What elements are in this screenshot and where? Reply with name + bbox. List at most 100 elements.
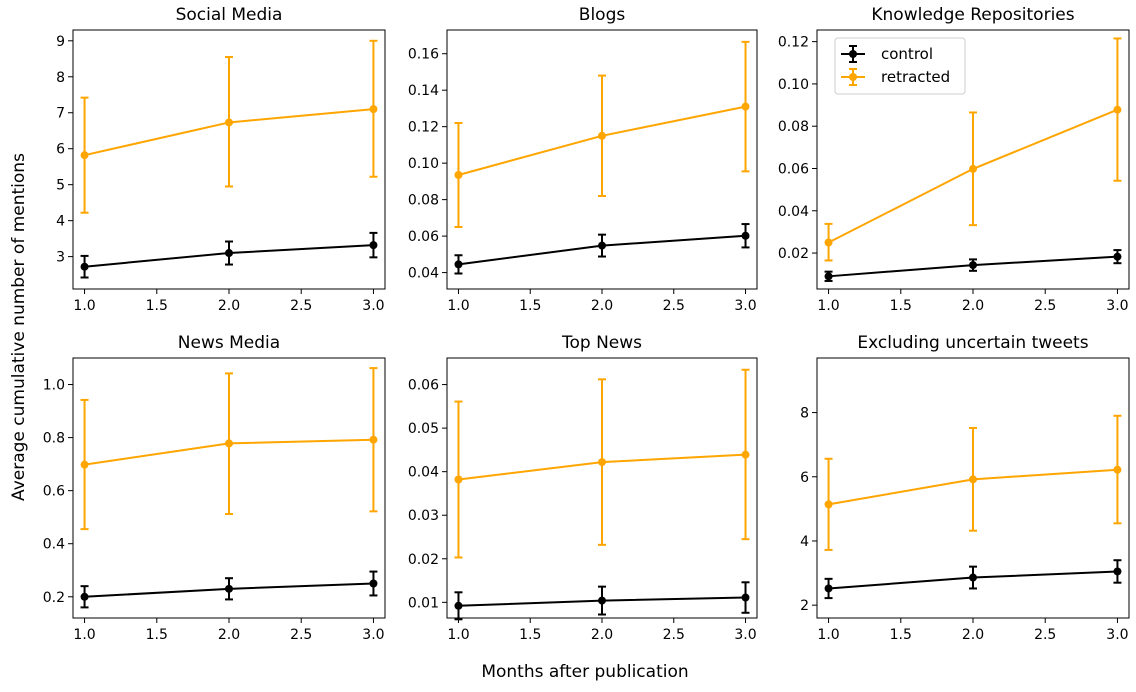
panel-5: Top News 1.0 1.5 2.0 2.5 3.0 0.01 0.02 0.03 0.04 0… [408, 333, 758, 643]
y-tick-label: 0.04 [408, 465, 439, 481]
x-tick-label: 2.5 [1034, 627, 1056, 643]
retracted-point [80, 460, 89, 469]
control-point [225, 249, 233, 258]
x-tick-label: 3.0 [734, 627, 756, 643]
y-tick-label: 0.08 [408, 193, 439, 209]
legend: control retracted [834, 37, 966, 95]
x-tick-label: 3.0 [1106, 627, 1128, 643]
legend-box [834, 37, 966, 95]
y-tick-label: 0.14 [408, 83, 439, 99]
retracted-point [225, 439, 233, 448]
panel-title: News Media [178, 333, 280, 353]
panel-title: Top News [561, 333, 642, 353]
x-tick-label: 1.0 [73, 627, 95, 643]
control-point [969, 261, 977, 270]
x-tick-label: 3.0 [362, 298, 384, 314]
plot-frame [816, 357, 1130, 619]
y-tick-label: 0.6 [43, 484, 65, 500]
y-tick-label: 0.2 [43, 590, 65, 606]
x-tick-label: 2.5 [663, 298, 685, 314]
y-tick-label: 4 [56, 214, 65, 230]
y-tick-label: 9 [56, 34, 65, 50]
y-tick-label: 0.06 [408, 229, 439, 245]
x-tick-label: 1.0 [817, 627, 839, 643]
x-tick-label: 1.5 [890, 298, 912, 314]
retracted-point [1113, 465, 1122, 474]
panel-title: Knowledge Repositories [871, 5, 1074, 25]
panel-6: Excluding uncertain tweets 1.0 1.5 2.0 2.5 3.… [800, 333, 1130, 643]
y-tick-label: 0.12 [408, 120, 439, 136]
retracted-point [454, 171, 463, 180]
panel-4: News Media 1.0 1.5 2.0 2.5 3.0 0.2 0.4 0.6 0.8 1.0 [43, 333, 386, 643]
control-point [225, 584, 233, 593]
legend-label-control: control [881, 45, 933, 63]
x-tick-label: 2.0 [591, 627, 613, 643]
y-tick-label: 0.05 [408, 421, 439, 437]
y-tick-label: 0.04 [778, 204, 809, 220]
control-point [369, 579, 378, 588]
x-tick-label: 3.0 [734, 298, 756, 314]
x-tick-label: 2.0 [591, 298, 613, 314]
control-point [598, 596, 606, 605]
legend-label-retracted: retracted [881, 68, 950, 86]
x-tick-label: 1.0 [447, 298, 469, 314]
figure-y-axis-label: Average cumulative number of mentions [9, 153, 29, 501]
control-point [80, 262, 89, 271]
x-tick-label: 1.5 [519, 627, 541, 643]
y-tick-label: 4 [800, 534, 809, 550]
retracted-point [741, 102, 750, 111]
retracted-point [369, 105, 378, 114]
y-tick-label: 7 [56, 106, 65, 122]
y-tick-label: 6 [800, 470, 809, 486]
x-tick-label: 1.0 [447, 627, 469, 643]
plot-frame [446, 29, 758, 290]
control-point [824, 584, 833, 593]
y-tick-label: 0.10 [778, 77, 809, 93]
control-point [454, 260, 463, 269]
x-tick-label: 2.5 [663, 627, 685, 643]
x-tick-label: 1.5 [146, 627, 168, 643]
control-point [824, 272, 833, 281]
x-tick-label: 1.5 [146, 298, 168, 314]
retracted-point [598, 131, 606, 140]
y-tick-label: 0.06 [408, 378, 439, 394]
panel-2: Blogs 1.0 1.5 2.0 2.5 3.0 0.04 0.06 0.08 0.10 0.12… [408, 5, 758, 314]
retracted-point [824, 238, 833, 247]
retracted-point [969, 475, 977, 484]
retracted-point [454, 475, 463, 484]
x-tick-label: 1.0 [817, 298, 839, 314]
y-tick-label: 0.03 [408, 508, 439, 524]
control-point [1113, 252, 1122, 261]
panel-title: Blogs [579, 5, 626, 25]
retracted-point [741, 450, 750, 459]
x-tick-label: 2.5 [1034, 298, 1056, 314]
y-tick-label: 8 [800, 406, 809, 422]
x-tick-label: 3.0 [1106, 298, 1128, 314]
control-point [80, 592, 89, 601]
retracted-point [369, 435, 378, 444]
x-tick-label: 2.0 [218, 298, 240, 314]
x-tick-label: 3.0 [362, 627, 384, 643]
y-tick-label: 0.02 [408, 552, 439, 568]
control-point [969, 573, 977, 582]
plot-frame [816, 29, 1130, 290]
x-tick-label: 2.0 [218, 627, 240, 643]
plot-frame [446, 357, 758, 619]
control-point [1113, 567, 1122, 576]
retracted-point [80, 151, 89, 160]
y-tick-label: 3 [56, 250, 65, 266]
panel-title: Excluding uncertain tweets [857, 333, 1088, 353]
figure-x-axis-label: Months after publication [481, 662, 688, 682]
retracted-point [598, 458, 606, 467]
x-tick-label: 2.0 [962, 627, 984, 643]
y-tick-label: 0.16 [408, 47, 439, 63]
y-tick-label: 8 [56, 70, 65, 86]
retracted-point [1113, 105, 1122, 114]
y-tick-label: 1.0 [43, 378, 65, 394]
control-point [741, 593, 750, 602]
y-tick-label: 0.02 [778, 246, 809, 262]
y-tick-label: 0.08 [778, 119, 809, 135]
plot-frame [72, 357, 386, 619]
control-point [598, 241, 606, 250]
y-tick-label: 5 [56, 178, 65, 194]
